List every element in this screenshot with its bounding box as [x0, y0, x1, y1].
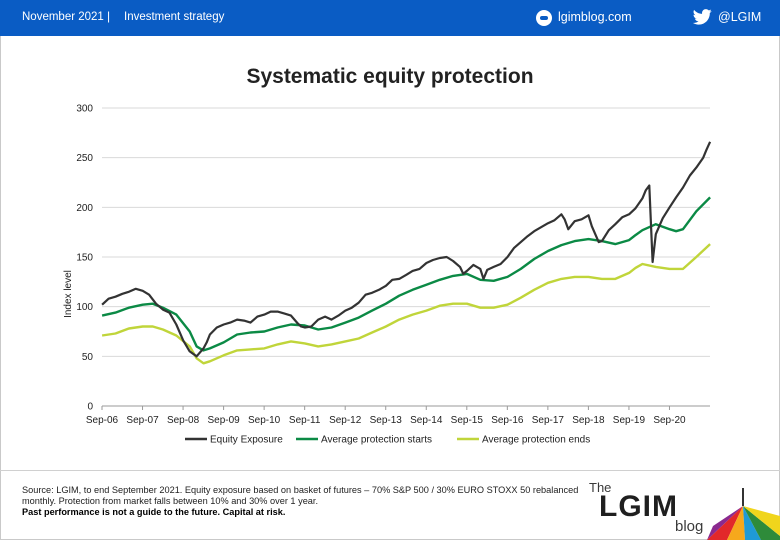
x-tick-label: Sep-07	[126, 415, 159, 426]
x-tick-label: Sep-17	[532, 415, 565, 426]
y-tick-label: 250	[76, 153, 93, 164]
y-tick-label: 100	[76, 302, 93, 313]
x-tick-label: Sep-10	[248, 415, 281, 426]
x-tick-label: Sep-13	[370, 415, 403, 426]
logo-main: LGIM	[599, 490, 678, 523]
legend-label: Average protection starts	[321, 435, 432, 446]
y-tick-label: 0	[87, 402, 93, 413]
series-line-2	[101, 243, 711, 365]
header-twitter-link[interactable]: @LGIM	[718, 10, 762, 24]
logo-blog: blog	[675, 518, 704, 535]
y-tick-label: 200	[76, 203, 93, 214]
umbrella-icon	[707, 488, 780, 540]
legend: Equity Exposure Average protection starts…	[185, 435, 590, 446]
logo-the: The	[589, 480, 612, 495]
x-tick-label: Sep-19	[613, 415, 646, 426]
x-tick-label: Sep-20	[653, 415, 686, 426]
chart-area: Systematic equity protection 0 50 100 150 20…	[0, 36, 780, 466]
x-tick-label: Sep-18	[572, 415, 605, 426]
header-separator: |	[107, 9, 111, 23]
source-note: Source: LGIM, to end September 2021. Equ…	[22, 485, 582, 518]
y-tick-label: 50	[82, 352, 94, 363]
lgim-blog-logo[interactable]: The LGIM blog	[585, 478, 780, 540]
twitter-bird-icon	[693, 9, 712, 25]
x-tick-label: Sep-15	[451, 415, 484, 426]
y-tick-label: 300	[76, 104, 93, 115]
x-tick-label: Sep-06	[86, 415, 119, 426]
header-date: November 2021	[22, 11, 104, 23]
legend-label: Equity Exposure	[210, 435, 283, 446]
x-tick-label: Sep-12	[329, 415, 362, 426]
x-axis-ticks: Sep-06 Sep-07 Sep-08 Sep-09 Sep-10 Sep-11 Sep-…	[86, 406, 686, 426]
source-line-1: Source: LGIM, to end September 2021. Equ…	[22, 485, 579, 495]
x-tick-label: Sep-09	[207, 415, 240, 426]
x-tick-label: Sep-16	[491, 415, 524, 426]
gridlines	[102, 107, 710, 407]
source-line-2: monthly. Protection from market falls be…	[22, 496, 319, 506]
x-tick-label: Sep-08	[167, 415, 200, 426]
disclaimer: Past performance is not a guide to the f…	[22, 507, 286, 517]
globe-icon	[536, 10, 552, 26]
series-line-0	[101, 141, 712, 358]
y-tick-label: 150	[76, 253, 93, 264]
series-lines	[101, 141, 712, 365]
x-tick-label: Sep-14	[410, 415, 443, 426]
y-axis-ticks: 0 50 100 150 200 250 300	[76, 104, 93, 413]
y-axis-label: Index level	[63, 270, 74, 318]
series-line-1	[101, 196, 711, 352]
footer-divider	[0, 470, 780, 471]
x-tick-label: Sep-11	[289, 415, 321, 426]
header-category[interactable]: Investment strategy	[124, 11, 225, 23]
chart-title: Systematic equity protection	[246, 65, 533, 88]
header-bar: November 2021 | Investment strategy lgim…	[0, 0, 780, 36]
header-site-link[interactable]: lgimblog.com	[558, 10, 632, 24]
legend-label: Average protection ends	[482, 435, 590, 446]
line-chart: Systematic equity protection 0 50 100 150 20…	[63, 65, 712, 446]
